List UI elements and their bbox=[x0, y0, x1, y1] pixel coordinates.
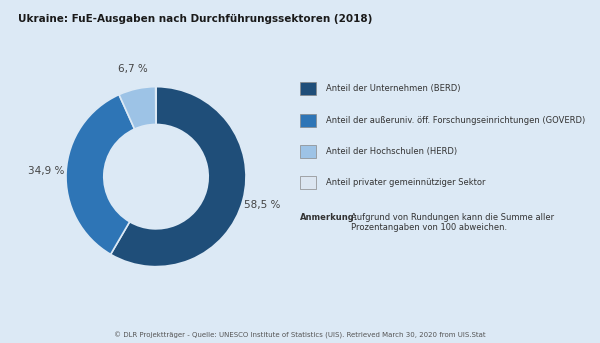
Text: Anmerkung:: Anmerkung: bbox=[300, 213, 358, 222]
Text: 6,7 %: 6,7 % bbox=[118, 64, 148, 74]
Text: © DLR Projektträger - Quelle: UNESCO Institute of Statistics (UIS). Retrieved Ma: © DLR Projektträger - Quelle: UNESCO Ins… bbox=[114, 332, 486, 339]
Text: Anteil privater gemeinnütziger Sektor: Anteil privater gemeinnütziger Sektor bbox=[326, 178, 486, 187]
Wedge shape bbox=[119, 87, 156, 129]
Text: Anteil der Hochschulen (HERD): Anteil der Hochschulen (HERD) bbox=[326, 147, 458, 156]
Text: Anteil der Unternehmen (BERD): Anteil der Unternehmen (BERD) bbox=[326, 84, 461, 93]
Wedge shape bbox=[110, 87, 246, 267]
Bar bbox=[300, 82, 316, 95]
Bar bbox=[300, 176, 316, 189]
Text: 58,5 %: 58,5 % bbox=[244, 200, 280, 210]
Text: Aufgrund von Rundungen kann die Summe aller
Prozentangaben von 100 abweichen.: Aufgrund von Rundungen kann die Summe al… bbox=[352, 213, 554, 232]
Bar bbox=[300, 114, 316, 127]
Text: 34,9 %: 34,9 % bbox=[28, 166, 65, 176]
Wedge shape bbox=[66, 95, 134, 255]
Text: Anteil der außeruniv. öff. Forschungseinrichtungen (GOVERD): Anteil der außeruniv. öff. Forschungsein… bbox=[326, 116, 586, 125]
Bar bbox=[300, 145, 316, 158]
Text: Ukraine: FuE-Ausgaben nach Durchführungssektoren (2018): Ukraine: FuE-Ausgaben nach Durchführungs… bbox=[18, 14, 373, 24]
